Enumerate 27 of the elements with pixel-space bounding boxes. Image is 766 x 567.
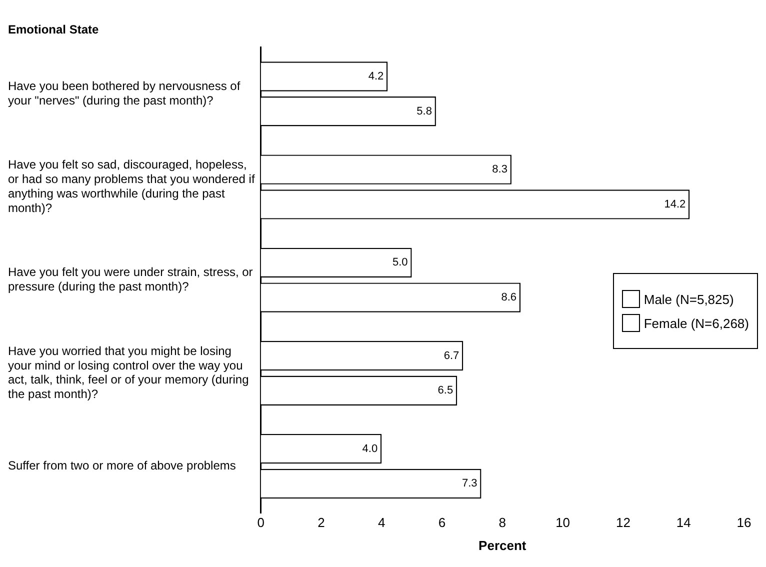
data-label: 7.3 [462, 478, 478, 490]
x-axis-title: Percent [478, 538, 527, 553]
data-label: 6.7 [444, 350, 460, 362]
x-tick-label: 6 [438, 515, 446, 530]
x-tick-label: 14 [676, 515, 691, 530]
x-tick-label: 2 [318, 515, 325, 530]
x-tick-label: 8 [498, 515, 506, 530]
x-tick-label: 12 [616, 515, 630, 530]
y-tick-label: Have you been bothered by nervousness of your "nerves" (during the past month)? [8, 79, 241, 108]
y-tick-label: Have you felt so sad, discouraged, hopeless, or had so many problems that you wondered if anything was worthwhile (during the past month)? [8, 158, 256, 215]
data-label: 4.0 [362, 442, 378, 455]
data-label: 5.8 [416, 105, 432, 118]
data-label: 4.2 [368, 70, 384, 83]
data-label: 5.0 [392, 256, 408, 269]
data-label: 6.5 [438, 384, 454, 397]
x-tick-label: 16 [736, 515, 752, 530]
x-tick-label: 0 [257, 515, 264, 530]
data-label: 8.3 [492, 164, 508, 176]
y-tick-label: Have you felt you were under strain, stress, or pressure (during the past month)? [8, 265, 253, 294]
data-label: 14.2 [664, 198, 686, 211]
y-tick-label: Suffer from two or more of above problems [8, 458, 236, 473]
y-tick-label: Have you worried that you might be losing your mind or losing control over the way you act, talk, think, feel or of your memory (during the past month)? [8, 344, 249, 402]
text: Emotional State [8, 22, 100, 37]
legend-frame: Male (N=5,825) Female (N=6,268) [612, 273, 758, 349]
data-label: 8.6 [501, 292, 517, 304]
x-tick-label: 10 [556, 515, 570, 530]
x-tick-label: 4 [378, 515, 386, 530]
